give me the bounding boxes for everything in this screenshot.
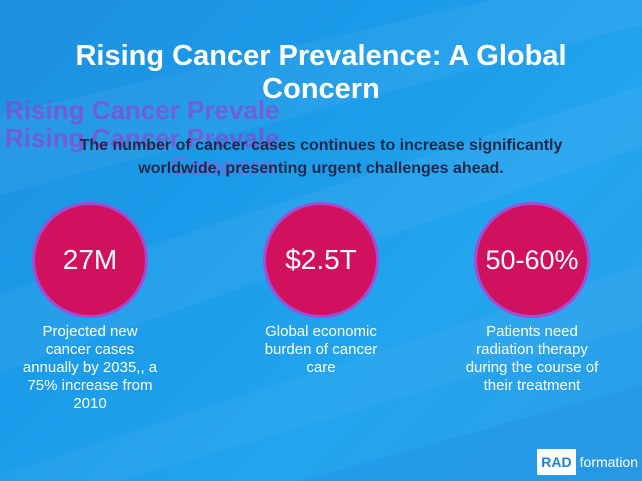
stat-value: 50-60%	[485, 244, 579, 275]
logo-box-text: RAD	[537, 449, 576, 475]
stat-description: Projected new cancer cases annually by 2…	[22, 323, 158, 412]
stat-circle: 27M	[35, 205, 145, 315]
page-subtitle: The number of cancer cases continues to …	[79, 137, 563, 177]
stat-circle: $2.5T	[266, 205, 376, 315]
stat-description: Patients need radiation therapy during t…	[465, 323, 599, 394]
logo-word: formation	[579, 454, 638, 470]
stat-circle: 50-60%	[477, 205, 587, 315]
ghost-title-artifact: Rising Cancer Prevale Rising Cancer Prev…	[5, 96, 280, 180]
stat-description: Global economic burden of cancer care	[264, 323, 378, 376]
stat-card-economic-burden: $2.5T Global economic burden of cancer c…	[251, 205, 391, 377]
stat-card-radiation-therapy: 50-60% Patients need radiation therapy d…	[462, 205, 602, 395]
stat-value: $2.5T	[285, 244, 357, 275]
stat-card-cases: 27M Projected new cancer cases annually …	[20, 205, 160, 413]
page-title: Rising Cancer Prevalence: A Global Conce…	[75, 40, 567, 105]
stat-value: 27M	[62, 244, 118, 275]
radformation-logo: RAD formation	[537, 449, 638, 475]
